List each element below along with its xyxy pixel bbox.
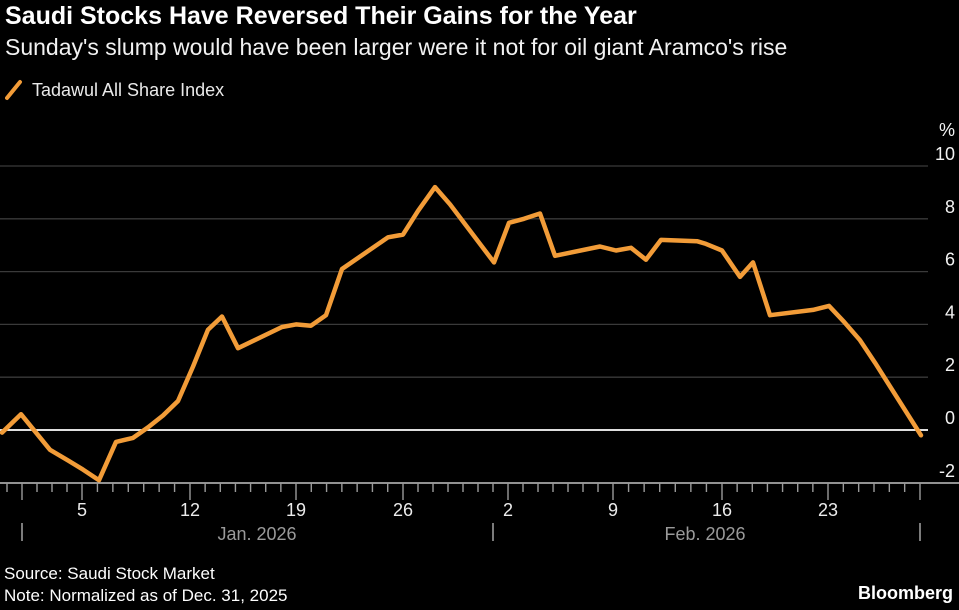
legend-label: Tadawul All Share Index xyxy=(32,79,225,100)
x-label-16: 16 xyxy=(712,500,732,520)
x-label-12: 12 xyxy=(180,500,200,520)
y-label-10: 10 xyxy=(935,144,955,164)
y-label-6: 6 xyxy=(945,250,955,270)
x-label-5: 5 xyxy=(77,500,87,520)
y-label-0: 0 xyxy=(945,408,955,428)
x-label-23: 23 xyxy=(818,500,838,520)
x-label-19: 19 xyxy=(286,500,306,520)
normalization-note: Note: Normalized as of Dec. 31, 2025 xyxy=(4,586,288,605)
legend: Tadawul All Share Index xyxy=(5,79,224,101)
y-axis-unit-label: % xyxy=(939,120,955,140)
month-label-feb: Feb. 2026 xyxy=(664,524,745,544)
chart-title: Saudi Stocks Have Reversed Their Gains f… xyxy=(5,2,637,30)
month-label-jan: Jan. 2026 xyxy=(217,524,296,544)
legend-slash-icon xyxy=(5,80,22,100)
x-label-9: 9 xyxy=(608,500,618,520)
y-label-4: 4 xyxy=(945,302,955,322)
x-label-26: 26 xyxy=(393,500,413,520)
chart-subtitle: Sunday's slump would have been larger we… xyxy=(5,34,788,60)
y-label-2: 2 xyxy=(945,355,955,375)
bloomberg-logo: Bloomberg xyxy=(857,583,953,603)
y-label-8: 8 xyxy=(945,197,955,217)
y-label--2: -2 xyxy=(939,461,955,481)
source-note: Source: Saudi Stock Market xyxy=(4,564,215,583)
x-label-2: 2 xyxy=(503,500,513,520)
index-line-tadawul xyxy=(0,184,924,483)
